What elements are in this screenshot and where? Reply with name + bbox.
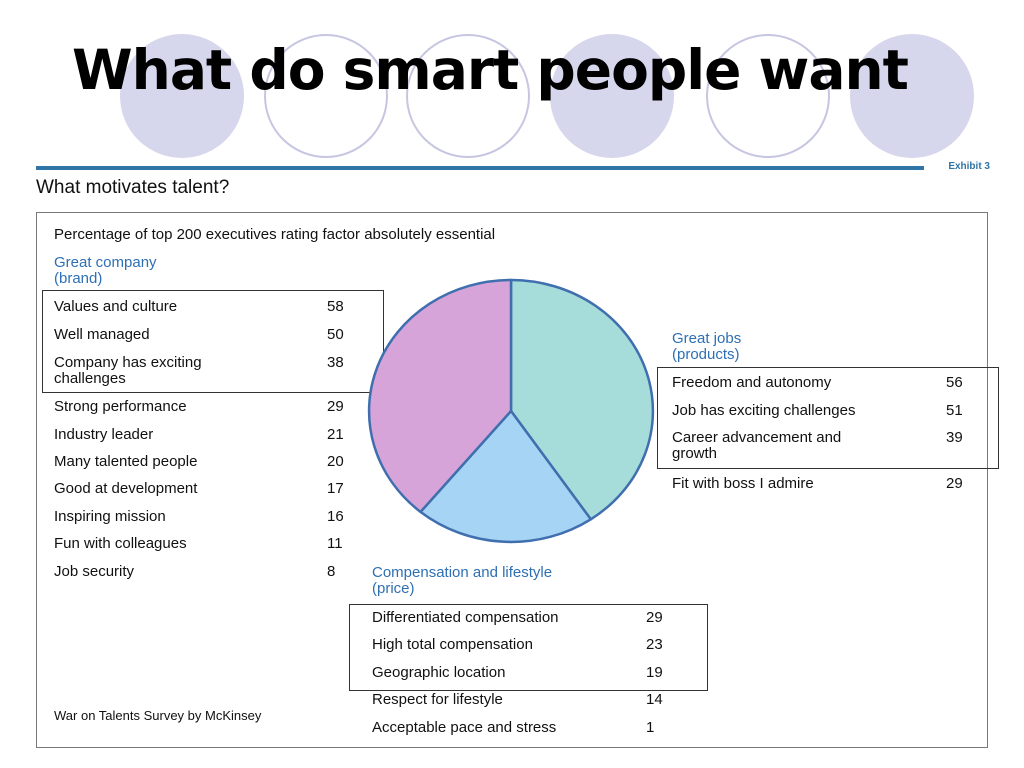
exhibit-frame xyxy=(36,212,988,748)
decorative-circle xyxy=(706,34,830,158)
factor-value: 20 xyxy=(327,453,344,470)
factor-value: 58 xyxy=(327,298,344,315)
factor-label: Acceptable pace and stress xyxy=(372,719,557,736)
factor-value: 29 xyxy=(327,398,344,415)
decorative-circle xyxy=(120,34,244,158)
factor-label-multiline: Company has exciting challenges xyxy=(54,355,202,387)
factor-label: Differentiated compensation xyxy=(372,609,559,626)
exhibit-title: What motivates talent? xyxy=(36,177,230,198)
pie-slice xyxy=(509,278,655,521)
group-title-line: (brand) xyxy=(54,270,103,287)
factor-label: Industry leader xyxy=(54,426,154,443)
factor-label-multiline: Career advancement and growth xyxy=(672,430,841,462)
factor-label-line: growth xyxy=(672,445,718,462)
exhibit-rule xyxy=(36,166,924,170)
highlight-box-products xyxy=(657,367,999,469)
highlight-box-price xyxy=(349,604,708,691)
factor-label: Strong performance xyxy=(54,398,187,415)
pie-slice xyxy=(367,278,513,514)
factor-label-line: Company has exciting xyxy=(54,354,202,371)
factor-label: Job security xyxy=(54,563,135,580)
factor-value: 1 xyxy=(646,719,655,736)
pie-slice xyxy=(419,409,593,544)
factor-value: 29 xyxy=(646,609,663,626)
factor-label: Geographic location xyxy=(372,664,506,681)
factor-value: 50 xyxy=(327,326,344,343)
decorative-circle xyxy=(406,34,530,158)
factor-label: Many talented people xyxy=(54,453,198,470)
group-title-line: Great jobs xyxy=(672,330,742,347)
highlight-box-brand xyxy=(42,290,384,393)
factor-value: 29 xyxy=(946,475,963,492)
factor-value: 21 xyxy=(327,426,344,443)
factor-value: 14 xyxy=(646,691,663,708)
factor-label: Freedom and autonomy xyxy=(672,374,832,391)
factor-value: 56 xyxy=(946,374,963,391)
group-title-price: Compensation and lifestyle (price) xyxy=(372,565,552,597)
slide-title: What do smart people want xyxy=(72,38,909,102)
factor-value: 19 xyxy=(646,664,663,681)
group-title-line: (price) xyxy=(372,580,415,597)
factor-value: 51 xyxy=(946,402,963,419)
decorative-circle xyxy=(264,34,388,158)
factor-label-line: Career advancement and xyxy=(672,429,842,446)
source-note: War on Talents Survey by McKinsey xyxy=(54,708,262,723)
factor-label-line: challenges xyxy=(54,370,126,387)
group-title-brand: Great company (brand) xyxy=(54,255,157,287)
group-title-line: Great company xyxy=(54,254,157,271)
factor-label: Values and culture xyxy=(54,298,178,315)
factor-value: 23 xyxy=(646,636,663,653)
factor-value: 11 xyxy=(327,535,343,552)
factor-label: High total compensation xyxy=(372,636,533,653)
decorative-circle xyxy=(850,34,974,158)
group-title-line: (products) xyxy=(672,346,740,363)
factor-value: 17 xyxy=(327,480,344,497)
factor-value: 38 xyxy=(327,354,344,371)
factor-label: Job has exciting challenges xyxy=(672,402,856,419)
factor-value: 39 xyxy=(946,429,963,446)
group-title-products: Great jobs (products) xyxy=(672,331,741,363)
factor-label: Fun with colleagues xyxy=(54,535,187,552)
factor-label: Fit with boss I admire xyxy=(672,475,814,492)
factor-label: Well managed xyxy=(54,326,150,343)
exhibit-label: Exhibit 3 xyxy=(948,161,990,172)
group-title-line: Compensation and lifestyle xyxy=(372,564,553,581)
factor-label: Inspiring mission xyxy=(54,508,166,525)
factor-value: 8 xyxy=(327,563,336,580)
factor-value: 16 xyxy=(327,508,344,525)
decorative-circle xyxy=(550,34,674,158)
factor-label: Respect for lifestyle xyxy=(372,691,503,708)
factor-label: Good at development xyxy=(54,480,198,497)
chart-subtitle: Percentage of top 200 executives rating … xyxy=(54,226,496,243)
